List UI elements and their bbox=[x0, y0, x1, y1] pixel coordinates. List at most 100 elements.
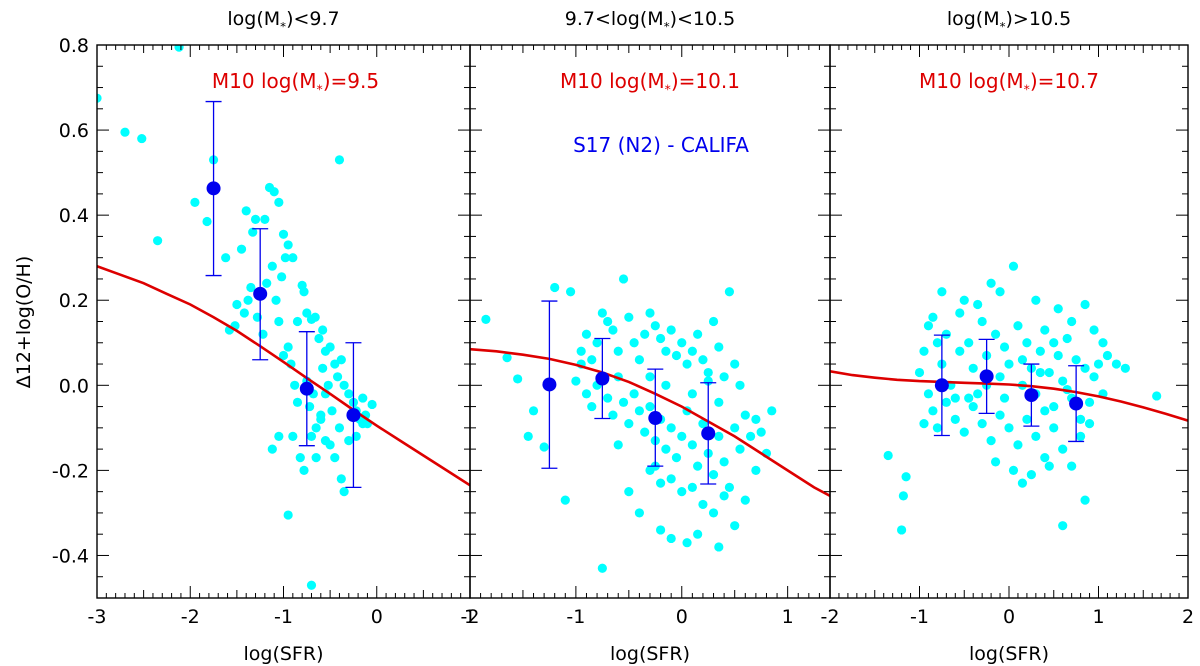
scatter-point bbox=[1062, 333, 1072, 344]
scatter-point bbox=[587, 401, 597, 412]
scatter-point bbox=[634, 355, 645, 365]
x-tick-label: -1 bbox=[910, 606, 929, 628]
panel-data bbox=[97, 45, 470, 590]
scatter-point bbox=[919, 346, 929, 356]
scatter-point bbox=[666, 325, 676, 335]
scatter-point bbox=[719, 372, 729, 382]
scatter-point bbox=[1080, 495, 1090, 505]
scatter-point bbox=[666, 533, 676, 544]
dataset-annotation: S17 (N2) - CALIFA bbox=[573, 133, 749, 157]
scatter-point bbox=[1067, 461, 1077, 471]
scatter-point bbox=[687, 440, 697, 450]
scatter-point bbox=[283, 342, 293, 352]
scatter-point bbox=[174, 45, 184, 52]
scatter-point bbox=[745, 431, 756, 441]
scatter-point bbox=[693, 529, 703, 539]
scatter-point bbox=[708, 508, 719, 518]
scatter-point bbox=[735, 380, 745, 390]
model-curve bbox=[830, 370, 1188, 422]
scatter-point bbox=[1004, 359, 1014, 369]
scatter-point bbox=[283, 240, 293, 250]
scatter-point bbox=[661, 444, 671, 454]
scatter-point bbox=[703, 367, 713, 378]
scatter-point bbox=[751, 465, 761, 475]
scatter-point bbox=[995, 410, 1005, 420]
scatter-point bbox=[968, 401, 978, 412]
model-label: M10 log(M*​)=10.7 bbox=[919, 69, 1099, 97]
scatter-point bbox=[693, 329, 703, 339]
panel-2: -2 -1 0 1 log(SFR) 9.7<log(M*​)<10.5 M10 log(M… bbox=[461, 8, 831, 665]
x-tick-label: -2 bbox=[821, 606, 840, 628]
scatter-point bbox=[677, 338, 687, 348]
scatter-point bbox=[986, 278, 996, 288]
scatter-point bbox=[318, 325, 328, 335]
x-tick-label: -1 bbox=[566, 606, 585, 628]
mean-marker bbox=[648, 411, 663, 426]
scatter-point bbox=[1008, 465, 1019, 475]
scatter-point bbox=[1035, 367, 1045, 378]
mean-marker bbox=[206, 181, 221, 196]
scatter-point bbox=[959, 427, 969, 437]
scatter-point bbox=[650, 321, 660, 331]
scatter-point bbox=[751, 414, 761, 424]
scatter-point bbox=[260, 214, 270, 225]
mean-marker bbox=[1024, 388, 1039, 403]
panel-data bbox=[830, 261, 1188, 535]
scatter-point bbox=[278, 229, 289, 239]
scatter-point bbox=[523, 431, 533, 441]
scatter-point bbox=[898, 491, 908, 501]
panel-title: log(M*​)>10.5 bbox=[947, 8, 1071, 33]
x-axis-label: log(SFR) bbox=[610, 643, 690, 665]
scatter-point bbox=[269, 187, 279, 197]
scatter-point bbox=[232, 299, 242, 310]
scatter-point bbox=[655, 478, 666, 488]
scatter-point bbox=[283, 510, 293, 520]
scatter-point bbox=[986, 436, 996, 446]
scatter-point bbox=[964, 393, 974, 403]
x-axis-label: log(SFR) bbox=[244, 643, 324, 665]
scatter-point bbox=[730, 359, 740, 369]
scatter-point bbox=[1044, 367, 1054, 378]
scatter-point bbox=[576, 346, 586, 356]
scatter-point bbox=[327, 406, 337, 416]
mean-marker bbox=[701, 426, 716, 441]
scatter-point bbox=[634, 406, 645, 416]
scatter-point bbox=[941, 329, 951, 339]
mean-marker bbox=[979, 369, 994, 384]
scatter-point bbox=[1080, 299, 1090, 310]
scatter-point bbox=[1049, 338, 1059, 348]
scatter-point bbox=[1120, 363, 1130, 373]
mean-marker bbox=[595, 371, 610, 386]
scatter-point bbox=[311, 453, 321, 463]
scatter-point bbox=[339, 380, 349, 390]
scatter-point bbox=[661, 380, 671, 390]
scatter-point bbox=[914, 367, 925, 378]
scatter-point bbox=[640, 329, 650, 339]
scatter-point bbox=[274, 431, 284, 441]
scatter-point bbox=[968, 363, 978, 373]
y-tick-label: -0.2 bbox=[52, 460, 89, 482]
panel-title: 9.7<log(M*​)<10.5 bbox=[565, 8, 735, 33]
scatter-point bbox=[310, 312, 320, 322]
scatter-point bbox=[278, 350, 289, 361]
scatter-point bbox=[1084, 397, 1095, 407]
y-tick-label: 0.2 bbox=[59, 290, 89, 312]
scatter-point bbox=[137, 133, 147, 144]
scatter-point bbox=[295, 453, 305, 463]
scatter-point bbox=[1076, 431, 1086, 441]
y-tick-label: 0.4 bbox=[59, 205, 89, 227]
scatter-point bbox=[336, 355, 346, 365]
scatter-point bbox=[618, 274, 629, 284]
scatter-point bbox=[311, 423, 321, 433]
x-tick-label: -3 bbox=[88, 606, 107, 628]
scatter-point bbox=[334, 155, 345, 165]
scatter-point bbox=[1058, 444, 1068, 454]
scatter-point bbox=[687, 482, 697, 492]
scatter-point bbox=[977, 418, 987, 429]
scatter-point bbox=[671, 453, 682, 463]
scatter-point bbox=[708, 316, 719, 327]
scatter-point bbox=[923, 389, 934, 399]
scatter-point bbox=[714, 542, 724, 552]
scatter-point bbox=[299, 287, 309, 297]
scatter-point bbox=[1031, 431, 1041, 441]
